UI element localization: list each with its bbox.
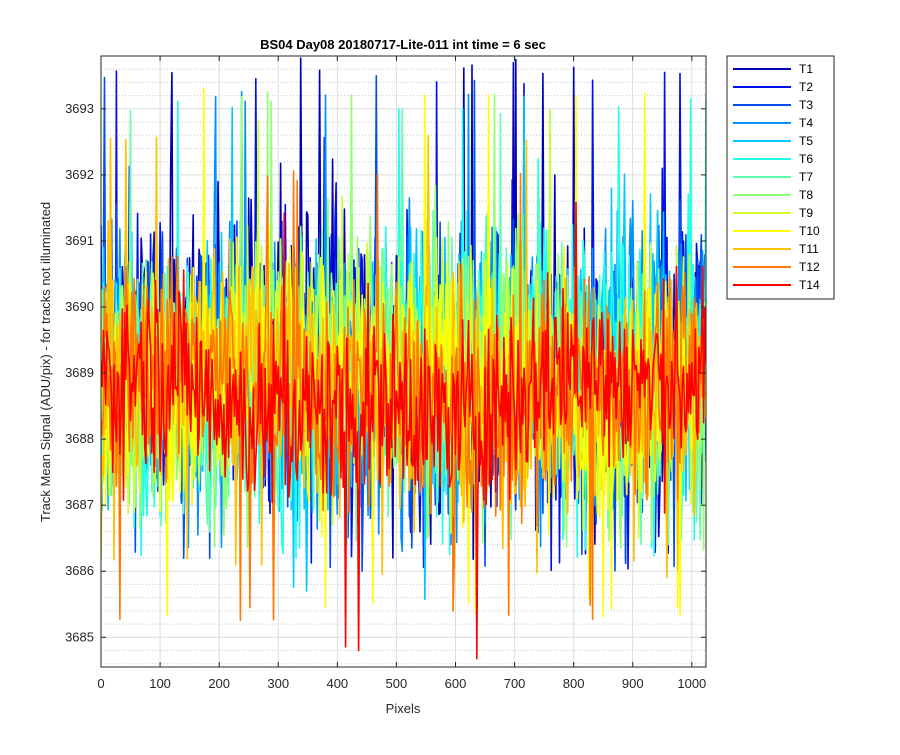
- x-tick-label: 200: [208, 676, 230, 691]
- legend-label: T8: [799, 188, 813, 202]
- x-tick-label: 300: [267, 676, 289, 691]
- y-tick-label: 3685: [65, 629, 94, 644]
- legend-label: T1: [799, 62, 813, 76]
- legend-label: T2: [799, 80, 813, 94]
- plot-frame: [100, 55, 707, 668]
- x-tick-label: 0: [97, 676, 104, 691]
- y-tick-label: 3689: [65, 365, 94, 380]
- legend: T1 T2 T3 T4 T5 T6 T7 T8 T9 T10 T11 T12 T14: [726, 55, 835, 300]
- x-tick-label: 1000: [677, 676, 706, 691]
- legend-label: T4: [799, 116, 813, 130]
- y-tick-label: 3690: [65, 299, 94, 314]
- series-lines: [101, 57, 706, 660]
- x-axis-label: Pixels: [386, 701, 421, 716]
- y-axis: 3685 3686 3687 3688 3689 3690 3691 3692 3693: [65, 101, 706, 644]
- y-tick-label: 3688: [65, 431, 94, 446]
- legend-label: T7: [799, 170, 813, 184]
- legend-label: T6: [799, 152, 813, 166]
- x-tick-label: 900: [622, 676, 644, 691]
- x-tick-label: 700: [504, 676, 526, 691]
- x-tick-label: 600: [445, 676, 467, 691]
- chart-title: BS04 Day08 20180717-Lite-011 int time = …: [260, 37, 546, 52]
- legend-label: T12: [799, 260, 820, 274]
- x-tick-label: 500: [386, 676, 408, 691]
- legend-label: T3: [799, 98, 813, 112]
- series-line-t14: [101, 201, 706, 660]
- legend-label: T9: [799, 206, 813, 220]
- x-tick-label: 800: [563, 676, 585, 691]
- x-tick-label: 400: [326, 676, 348, 691]
- legend-label: T10: [799, 224, 820, 238]
- y-tick-label: 3693: [65, 101, 94, 116]
- x-tick-label: 100: [149, 676, 171, 691]
- legend-label: T14: [799, 278, 820, 292]
- y-axis-label: Track Mean Signal (ADU/pix) - for tracks…: [38, 202, 53, 522]
- x-axis: 0 100 200 300 400 500 600 700 800 900 1000: [97, 56, 706, 691]
- legend-label: T11: [799, 242, 819, 256]
- legend-label: T5: [799, 134, 813, 148]
- y-tick-label: 3686: [65, 563, 94, 578]
- y-tick-label: 3691: [65, 233, 94, 248]
- y-tick-label: 3692: [65, 167, 94, 182]
- y-tick-label: 3687: [65, 497, 94, 512]
